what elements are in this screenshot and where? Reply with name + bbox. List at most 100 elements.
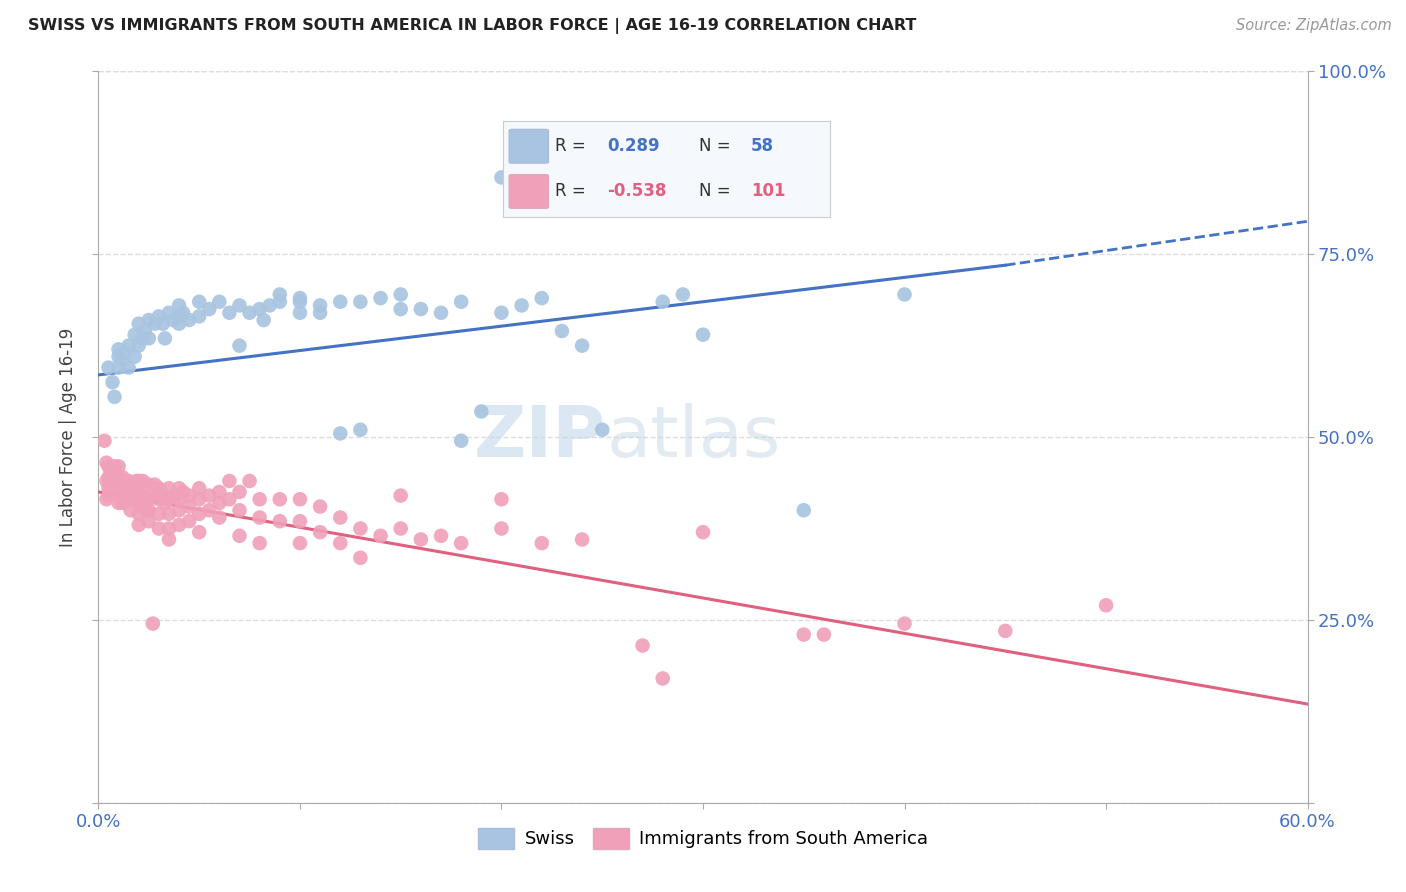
Text: 0.289: 0.289	[607, 136, 659, 155]
Point	[218, 306, 240, 320]
Point	[188, 507, 211, 521]
Point	[288, 306, 311, 320]
Point	[370, 291, 392, 305]
Point	[163, 489, 186, 503]
Point	[167, 317, 190, 331]
Point	[118, 360, 141, 375]
Point	[138, 477, 160, 491]
Point	[96, 456, 118, 470]
Point	[124, 327, 146, 342]
Point	[167, 310, 190, 324]
Point	[450, 294, 472, 309]
Point	[101, 477, 124, 491]
Point	[208, 510, 231, 524]
Point	[128, 338, 150, 352]
Point	[288, 294, 311, 309]
Point	[135, 503, 157, 517]
Point	[269, 294, 291, 309]
Point	[893, 287, 915, 301]
Point	[793, 627, 815, 641]
Point	[134, 492, 156, 507]
Point	[120, 481, 142, 495]
Point	[97, 470, 120, 484]
Point	[491, 306, 513, 320]
Point	[96, 474, 118, 488]
Point	[370, 529, 392, 543]
Point	[470, 404, 492, 418]
Point	[288, 492, 311, 507]
Point	[132, 489, 155, 503]
Point	[491, 170, 513, 185]
Point	[349, 423, 371, 437]
Point	[179, 514, 201, 528]
Point	[101, 376, 124, 390]
Point	[208, 496, 231, 510]
Point	[994, 624, 1017, 638]
Point	[148, 521, 170, 535]
Point	[389, 489, 412, 503]
Point	[249, 492, 271, 507]
Point	[121, 485, 143, 500]
Point	[148, 507, 170, 521]
Point	[430, 529, 453, 543]
Point	[114, 489, 136, 503]
Point	[179, 489, 201, 503]
Point	[253, 313, 276, 327]
Point	[96, 492, 118, 507]
Point	[249, 510, 271, 524]
Point	[152, 489, 174, 503]
Point	[128, 507, 150, 521]
Point	[107, 343, 129, 357]
Point	[172, 306, 194, 320]
Point	[118, 481, 141, 495]
Point	[208, 294, 231, 309]
Point	[115, 477, 138, 491]
Point	[157, 481, 180, 495]
Point	[157, 492, 180, 507]
Point	[148, 310, 170, 324]
Point	[157, 507, 180, 521]
Point	[138, 313, 160, 327]
Point	[349, 550, 371, 565]
Point	[138, 503, 160, 517]
Point	[103, 390, 125, 404]
Point	[132, 500, 155, 514]
Text: R =: R =	[555, 136, 586, 155]
Point	[157, 521, 180, 535]
Point	[167, 298, 190, 312]
Point	[198, 489, 221, 503]
Point	[124, 492, 146, 507]
Point	[120, 492, 142, 507]
Point	[1095, 599, 1118, 613]
Point	[591, 423, 613, 437]
Point	[612, 160, 634, 174]
Point	[128, 317, 150, 331]
Legend: Swiss, Immigrants from South America: Swiss, Immigrants from South America	[470, 821, 936, 856]
Point	[218, 492, 240, 507]
Text: R =: R =	[555, 182, 586, 200]
Point	[329, 510, 352, 524]
Point	[179, 313, 201, 327]
Point	[692, 327, 714, 342]
Point	[111, 470, 134, 484]
Point	[105, 467, 128, 481]
Text: N =: N =	[699, 136, 730, 155]
Point	[103, 459, 125, 474]
Point	[97, 481, 120, 495]
Point	[430, 306, 453, 320]
Point	[167, 517, 190, 532]
Point	[389, 521, 412, 535]
Point	[329, 426, 352, 441]
Point	[97, 459, 120, 474]
Point	[349, 294, 371, 309]
Point	[167, 503, 190, 517]
Point	[134, 324, 156, 338]
Point	[288, 536, 311, 550]
Point	[124, 350, 146, 364]
Point	[128, 517, 150, 532]
Point	[138, 331, 160, 345]
Point	[228, 503, 250, 517]
Point	[239, 474, 262, 488]
Point	[97, 360, 120, 375]
Point	[793, 503, 815, 517]
